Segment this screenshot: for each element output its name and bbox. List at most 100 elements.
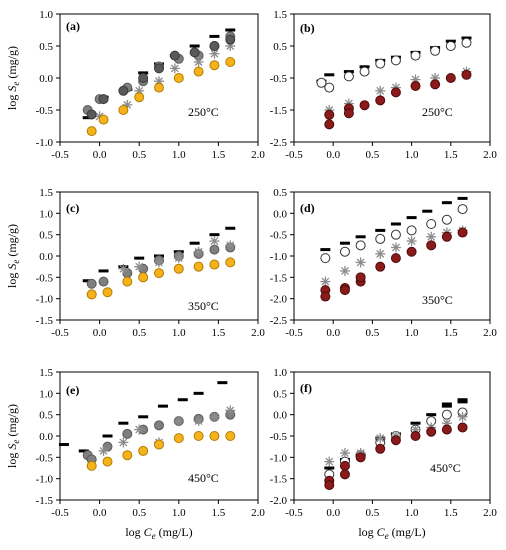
y-tick-label: 0.0 [39, 251, 53, 263]
star-marker [118, 437, 129, 448]
y-tick-label: 0.5 [273, 388, 287, 400]
y-tick-label: -0.5 [270, 431, 288, 443]
star-marker [324, 456, 335, 467]
y-tick-label: 0.0 [39, 73, 53, 85]
star-stroke [321, 277, 330, 286]
star-marker [118, 263, 129, 274]
y-tick-label: -0.5 [270, 73, 288, 85]
y-tick-label: 1.0 [39, 9, 53, 21]
star-marker [134, 424, 145, 435]
star-stroke [194, 247, 203, 256]
dash-marker [102, 434, 113, 438]
star-marker [320, 276, 331, 287]
x-tick-label: 0.5 [132, 327, 146, 339]
y-tick-label: 1.0 [39, 388, 53, 400]
open-circle-marker [339, 246, 350, 257]
x-tick-label: -0.5 [51, 507, 69, 519]
dash-marker [355, 235, 366, 239]
y-tick-label: 1.0 [39, 208, 53, 220]
yellow-circle-marker [86, 460, 97, 471]
dash-marker [324, 73, 335, 77]
dash-marker [177, 398, 188, 402]
star-marker [173, 253, 184, 264]
x-tick-label: 0.5 [132, 507, 146, 519]
panel-tag: (d) [300, 201, 315, 215]
star-marker [193, 416, 204, 427]
x-tick-label: 1.0 [405, 507, 419, 519]
yellow-circle-marker [122, 276, 133, 287]
star-stroke [427, 232, 436, 241]
y-tick-label: -0.5 [270, 230, 288, 242]
dash-marker [217, 381, 228, 385]
y-tick-label: 1.5 [39, 367, 53, 379]
star-marker [426, 231, 437, 242]
star-stroke [194, 417, 203, 426]
x-tick-label: 2.0 [251, 507, 265, 519]
yellow-circle-marker [193, 431, 204, 441]
x-tick-label: 0.0 [326, 149, 340, 161]
dark-circle-marker [98, 94, 109, 105]
dark-circle-marker [86, 109, 97, 120]
red-circle-marker [339, 460, 350, 471]
dash-marker [138, 415, 149, 419]
yellow-circle-marker [86, 289, 97, 300]
y-tick-label: 1.0 [273, 367, 287, 379]
star-stroke [119, 264, 128, 273]
star-stroke [174, 417, 183, 426]
dash-marker [118, 421, 129, 425]
red-circle-marker [457, 422, 468, 433]
star-stroke [210, 237, 219, 246]
open-circle-marker [441, 409, 452, 420]
star-marker [154, 257, 164, 268]
dash-marker [457, 196, 468, 200]
yellow-circle-marker [154, 439, 164, 450]
open-circle-marker [430, 45, 441, 56]
yellow-circle-marker [134, 92, 145, 103]
star-marker [209, 236, 220, 247]
dash-marker [390, 222, 401, 226]
open-circle-marker [355, 240, 366, 251]
x-tick-label: 1.5 [212, 149, 226, 161]
star-stroke [376, 434, 385, 443]
dark-circle-marker [118, 85, 129, 96]
star-stroke [226, 241, 235, 250]
open-circle-marker [316, 77, 327, 88]
open-circle-marker [457, 204, 468, 215]
star-stroke [341, 266, 349, 275]
star-stroke [119, 438, 128, 447]
yellow-circle-marker [154, 268, 164, 279]
yellow-circle-marker [173, 73, 184, 83]
dash-marker [82, 116, 93, 120]
x-tick-label: 2.0 [483, 327, 497, 339]
x-tick-label: 1.0 [172, 149, 186, 161]
panel-tag: (f) [300, 381, 312, 395]
yellow-circle-marker [98, 114, 109, 125]
y-tick-label: -1.5 [36, 315, 54, 327]
dash-marker [320, 248, 331, 252]
star-stroke [95, 112, 104, 121]
x-tick-label: 1.5 [212, 327, 226, 339]
red-circle-marker [426, 240, 437, 251]
y-tick-label: -1.0 [270, 251, 288, 263]
dash-marker [58, 443, 69, 447]
panel-tag: (b) [300, 21, 315, 35]
red-circle-marker [441, 424, 452, 435]
star-marker [122, 99, 133, 110]
dark-circle-marker [138, 73, 149, 83]
red-circle-marker [339, 469, 350, 480]
star-stroke [341, 449, 349, 458]
x-tick-label: 0.0 [93, 149, 107, 161]
y-tick-label: -1.0 [36, 474, 54, 486]
x-tick-label: -0.5 [285, 149, 303, 161]
star-stroke [458, 412, 467, 421]
yellow-circle-marker [193, 261, 204, 272]
panel-d: -0.5 0.0 0.5 1.0 1.5 2.0 -2.5 -2.0 -1.5 -1.0 -0.5 0… [270, 187, 498, 339]
dash-marker [193, 391, 204, 395]
dark-circle-marker [189, 47, 200, 58]
x-tick-label: 2.0 [251, 327, 265, 339]
star-stroke [356, 258, 365, 267]
star-stroke [376, 249, 385, 258]
x-tick-label: 1.5 [212, 507, 226, 519]
red-circle-marker [441, 231, 452, 242]
dash-marker [209, 34, 220, 38]
